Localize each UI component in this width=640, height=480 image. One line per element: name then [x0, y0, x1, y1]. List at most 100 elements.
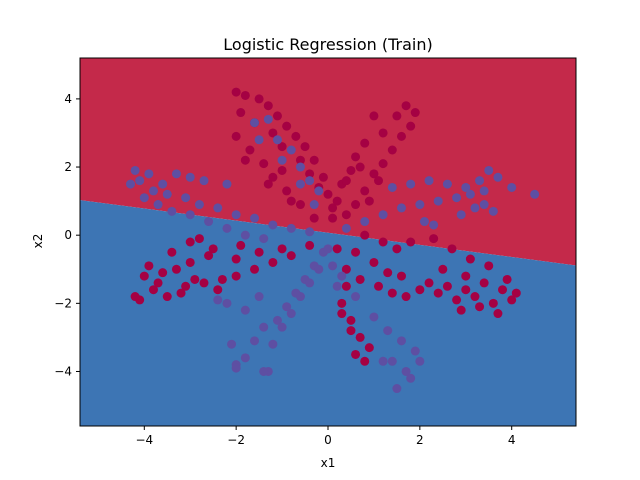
data-point: [475, 176, 485, 186]
data-point: [185, 237, 195, 247]
data-point: [318, 172, 328, 182]
data-point: [341, 210, 351, 220]
data-point: [396, 336, 406, 346]
data-point: [364, 343, 374, 353]
data-point: [341, 223, 351, 233]
y-tick-label: −4: [54, 364, 72, 378]
data-point: [259, 159, 269, 169]
data-point: [259, 234, 269, 244]
data-point: [507, 182, 517, 192]
data-point: [378, 237, 388, 247]
data-point: [268, 172, 278, 182]
data-point: [410, 108, 420, 118]
data-point: [475, 302, 485, 312]
data-point: [465, 189, 475, 199]
data-point: [314, 264, 324, 274]
data-point: [231, 131, 241, 141]
data-point: [406, 179, 416, 189]
data-point: [231, 363, 241, 373]
data-point: [374, 281, 384, 291]
data-point: [341, 264, 351, 274]
data-point: [309, 213, 319, 223]
data-point: [250, 118, 260, 128]
data-point: [305, 278, 315, 288]
x-tick-label: 4: [508, 433, 516, 447]
data-point: [259, 366, 269, 376]
data-point: [282, 302, 292, 312]
data-point: [360, 186, 370, 196]
data-point: [429, 220, 439, 230]
data-point: [181, 193, 191, 203]
data-point: [176, 288, 186, 298]
data-point: [433, 196, 443, 206]
data-point: [222, 179, 232, 189]
data-point: [433, 288, 443, 298]
data-point: [484, 261, 494, 271]
data-point: [392, 111, 402, 121]
data-point: [346, 326, 356, 336]
data-point: [465, 254, 475, 264]
data-point: [369, 257, 379, 267]
data-point: [286, 251, 296, 261]
data-point: [461, 182, 471, 192]
data-point: [282, 121, 292, 131]
data-point: [429, 234, 439, 244]
data-point: [341, 176, 351, 186]
data-point: [328, 261, 338, 271]
data-point: [254, 292, 264, 302]
data-point: [204, 251, 214, 261]
data-point: [360, 138, 370, 148]
data-point: [387, 288, 397, 298]
data-point: [511, 288, 521, 298]
data-point: [328, 203, 338, 213]
data-point: [167, 206, 177, 216]
data-point: [236, 108, 246, 118]
data-point: [222, 223, 232, 233]
data-point: [337, 309, 347, 319]
data-point: [139, 193, 149, 203]
data-point: [442, 179, 452, 189]
data-point: [309, 200, 319, 210]
x-tick-label: −2: [227, 433, 245, 447]
data-point: [295, 155, 305, 165]
data-point: [250, 336, 260, 346]
data-point: [351, 349, 361, 359]
data-point: [332, 196, 342, 206]
data-point: [461, 271, 471, 281]
data-point: [502, 274, 512, 284]
data-point: [158, 179, 168, 189]
data-point: [479, 278, 489, 288]
data-point: [194, 200, 204, 210]
data-point: [383, 326, 393, 336]
data-point: [231, 87, 241, 97]
data-point: [268, 257, 278, 267]
data-point: [199, 278, 209, 288]
x-tick-label: 0: [324, 433, 332, 447]
data-point: [456, 305, 466, 315]
data-point: [351, 292, 361, 302]
data-point: [171, 169, 181, 179]
data-point: [259, 322, 269, 332]
data-point: [387, 356, 397, 366]
data-point: [493, 309, 503, 319]
data-point: [305, 169, 315, 179]
data-point: [231, 271, 241, 281]
y-axis-label: x2: [31, 234, 45, 249]
data-point: [263, 114, 273, 124]
data-point: [493, 172, 503, 182]
data-point: [415, 285, 425, 295]
data-point: [314, 186, 324, 196]
data-point: [144, 169, 154, 179]
data-point: [415, 200, 425, 210]
data-point: [346, 165, 356, 175]
data-point: [309, 155, 319, 165]
data-point: [419, 217, 429, 227]
data-point: [213, 295, 223, 305]
data-point: [139, 271, 149, 281]
data-point: [135, 176, 145, 186]
data-point: [286, 309, 296, 319]
data-point: [470, 203, 480, 213]
data-point: [424, 278, 434, 288]
data-point: [199, 176, 209, 186]
